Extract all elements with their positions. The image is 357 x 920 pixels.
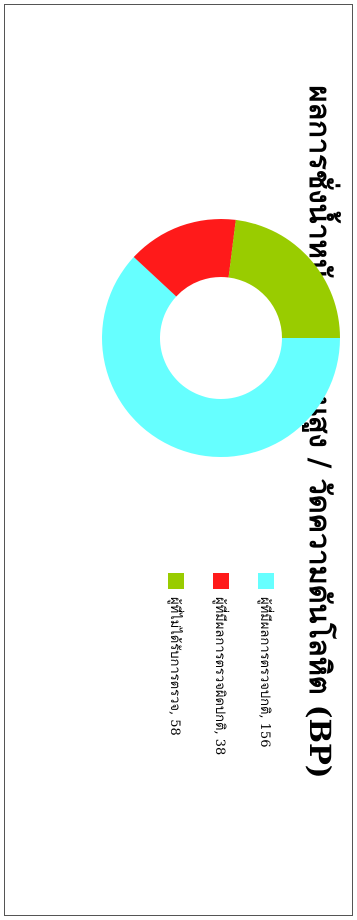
donut-slice-3	[228, 219, 340, 338]
donut-slices	[102, 219, 340, 457]
legend: ผู้ที่มีผลการตรวจปกติ, 156 ผู้ที่มีผลการต…	[167, 573, 274, 755]
legend-swatch-2	[213, 573, 229, 589]
legend-swatch-3	[168, 573, 184, 589]
donut-slice-2	[133, 219, 236, 297]
chart-frame	[4, 4, 353, 916]
chart-title: ผลการชั่งน้ำหนัก / วัดส่วนสูง / วัดความด…	[302, 86, 342, 779]
legend-swatch-1	[258, 573, 274, 589]
legend-label-1: ผู้ที่มีผลการตรวจปกติ, 156	[257, 597, 274, 747]
legend-label-3: ผู้ที่ไม่ได้รับการตรวจ, 58	[167, 597, 184, 736]
donut-slice-1	[102, 257, 340, 457]
legend-label-2: ผู้ที่มีผลการตรวจผิดปกติ, 38	[212, 597, 229, 755]
